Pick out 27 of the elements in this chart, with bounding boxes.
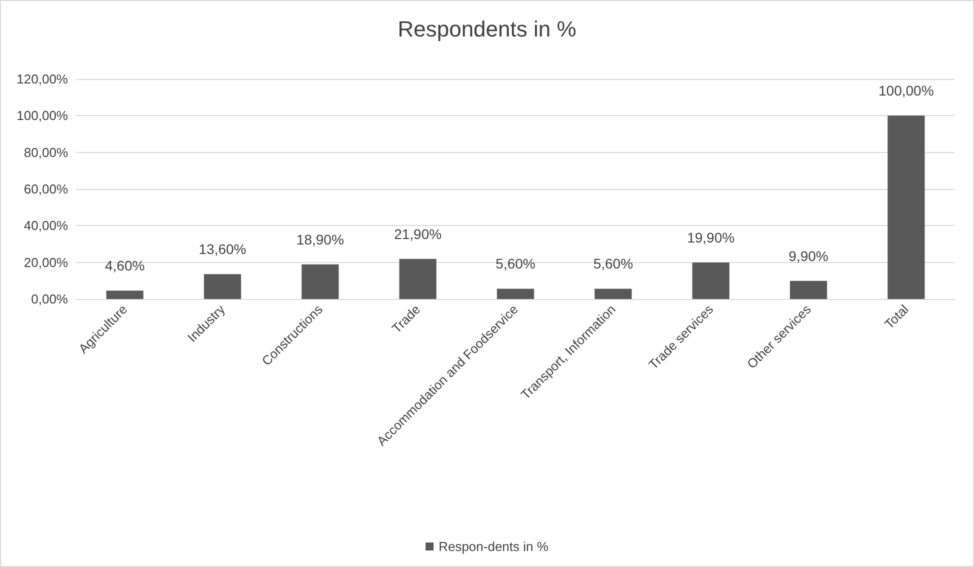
bar bbox=[204, 274, 242, 299]
bar bbox=[692, 262, 730, 299]
data-label: 4,60% bbox=[104, 258, 145, 274]
data-label: 100,00% bbox=[878, 82, 934, 99]
chart-title: Respondents in % bbox=[398, 16, 576, 42]
bar bbox=[106, 290, 144, 299]
data-label: 13,60% bbox=[198, 241, 246, 258]
bar bbox=[594, 288, 632, 299]
data-label: 5,60% bbox=[593, 256, 634, 272]
bar bbox=[888, 116, 925, 299]
y-tick-label: 80,00% bbox=[24, 144, 68, 160]
bar bbox=[302, 264, 339, 299]
y-tick-label: 20,00% bbox=[24, 254, 68, 270]
data-label: 9,90% bbox=[788, 248, 828, 264]
data-label: 5,60% bbox=[496, 256, 536, 272]
legend-label: Respon-dents in % bbox=[438, 539, 549, 554]
bar bbox=[399, 258, 436, 299]
y-tick-label: 100,00% bbox=[16, 108, 68, 124]
data-label: 21,90% bbox=[394, 226, 442, 242]
y-tick-label: 0,00% bbox=[31, 292, 68, 306]
bar bbox=[496, 288, 534, 299]
y-tick-label: 40,00% bbox=[24, 218, 68, 234]
bar bbox=[790, 280, 828, 299]
data-label: 18,90% bbox=[296, 231, 344, 248]
y-tick-label: 60,00% bbox=[24, 182, 68, 196]
data-label: 19,90% bbox=[687, 230, 735, 246]
y-tick-label: 120,00% bbox=[16, 72, 68, 86]
